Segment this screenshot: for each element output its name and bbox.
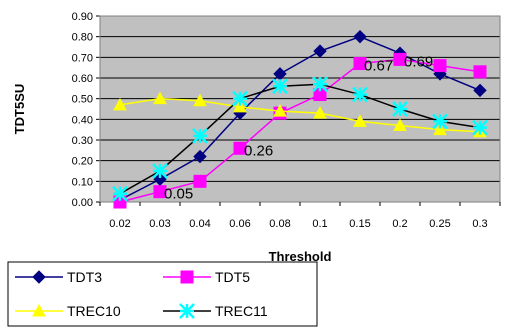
data-point bbox=[352, 86, 368, 103]
y-axis-ticks: 0.00 0.10 0.20 0.30 0.40 0.50 0.60 0.70 0.80 0.90 bbox=[72, 11, 501, 209]
series-layer bbox=[112, 29, 488, 209]
series-line bbox=[119, 83, 481, 195]
data-point bbox=[353, 114, 367, 127]
x-tick-label: 0.2 bbox=[392, 218, 407, 230]
data-point bbox=[392, 101, 408, 117]
data-label: 0.26 bbox=[244, 142, 273, 159]
x-tick-label: 0.04 bbox=[189, 218, 210, 230]
legend-label: TDT3 bbox=[67, 269, 102, 285]
legend-label: TDT5 bbox=[215, 269, 250, 285]
legend-marker bbox=[179, 303, 195, 319]
legend-marker bbox=[32, 270, 46, 284]
legend-marker bbox=[32, 303, 46, 317]
x-axis-title: Threshold bbox=[269, 249, 332, 264]
data-label: 0.67 bbox=[364, 58, 393, 75]
data-point bbox=[233, 99, 247, 113]
y-tick-label: 0.00 bbox=[72, 197, 93, 209]
data-point bbox=[193, 174, 207, 188]
data-point bbox=[393, 52, 407, 66]
data-point bbox=[193, 93, 207, 107]
y-tick-label: 0.70 bbox=[72, 52, 93, 64]
legend-item-trec11: TREC11 bbox=[163, 303, 268, 319]
y-tick-label: 0.30 bbox=[72, 135, 93, 147]
data-point bbox=[313, 106, 327, 119]
series-trec11 bbox=[112, 76, 488, 202]
x-tick-label: 0.03 bbox=[149, 218, 170, 230]
legend-item-tdt3: TDT3 bbox=[15, 269, 102, 285]
x-tick-label: 0.1 bbox=[312, 218, 327, 230]
data-point bbox=[233, 141, 247, 155]
legend: TDT3 TDT5 TREC10 TREC11 bbox=[7, 261, 318, 327]
data-point bbox=[113, 97, 127, 111]
x-axis-ticks: 0.02 0.03 0.04 0.06 0.08 0.1 0.15 0.2 0.25 0.3 bbox=[99, 202, 501, 230]
series-line bbox=[119, 97, 481, 133]
y-tick-label: 0.20 bbox=[72, 156, 93, 168]
data-point bbox=[473, 65, 487, 79]
legend-label: TREC10 bbox=[67, 303, 121, 319]
data-point bbox=[353, 29, 367, 44]
data-point bbox=[433, 122, 447, 136]
x-tick-label: 0.15 bbox=[349, 218, 370, 230]
data-point bbox=[153, 91, 167, 105]
data-point bbox=[272, 78, 288, 95]
data-point bbox=[353, 57, 367, 71]
legend-item-tdt5: TDT5 bbox=[163, 269, 250, 285]
data-point bbox=[232, 90, 248, 107]
x-tick-label: 0.06 bbox=[229, 218, 250, 230]
x-tick-label: 0.3 bbox=[472, 218, 487, 230]
data-point bbox=[192, 127, 208, 144]
y-axis-title: TDT5SU bbox=[12, 84, 27, 135]
data-point bbox=[432, 113, 448, 130]
series-line bbox=[119, 58, 481, 203]
series-line bbox=[119, 35, 481, 201]
data-point bbox=[472, 119, 488, 136]
y-tick-label: 0.50 bbox=[72, 94, 93, 106]
data-point bbox=[153, 185, 167, 199]
data-point bbox=[313, 44, 327, 58]
y-tick-label: 0.40 bbox=[72, 114, 93, 126]
x-tick-label: 0.02 bbox=[109, 218, 130, 230]
data-label: 0.05 bbox=[164, 186, 193, 203]
data-point bbox=[112, 185, 128, 202]
data-point bbox=[312, 76, 328, 93]
legend-marker bbox=[180, 270, 194, 284]
data-point bbox=[393, 118, 407, 132]
data-annotations: 0.05 0.26 0.67 0.69 bbox=[164, 53, 433, 202]
x-tick-label: 0.25 bbox=[429, 218, 450, 230]
legend-item-trec10: TREC10 bbox=[15, 303, 121, 319]
data-point bbox=[273, 104, 287, 117]
y-tick-label: 0.90 bbox=[72, 11, 93, 23]
legend-label: TREC11 bbox=[215, 303, 268, 319]
data-label: 0.69 bbox=[404, 53, 433, 70]
y-tick-label: 0.10 bbox=[72, 176, 93, 188]
data-point bbox=[433, 59, 447, 73]
data-point bbox=[152, 163, 168, 179]
data-point bbox=[473, 83, 487, 98]
data-point bbox=[193, 149, 207, 164]
y-tick-label: 0.80 bbox=[72, 32, 93, 44]
y-tick-label: 0.60 bbox=[72, 73, 93, 85]
x-tick-label: 0.08 bbox=[269, 218, 290, 230]
legend-box bbox=[7, 261, 318, 327]
